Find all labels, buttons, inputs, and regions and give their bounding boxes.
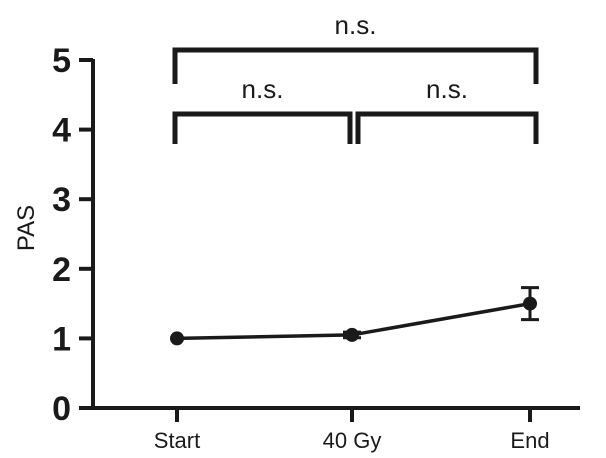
significance-bracket (172, 47, 539, 84)
y-tick-label: 1 (52, 320, 71, 358)
x-tick-label: Start (154, 428, 200, 453)
ticks: 0 1 2 3 4 5 Start 40 Gy End (52, 42, 550, 453)
y-axis-label: PAS (13, 205, 40, 251)
data-series (170, 286, 539, 346)
significance-bracket (172, 111, 353, 144)
data-point (170, 331, 184, 346)
axes (91, 59, 580, 410)
significance-label: n.s. (335, 10, 377, 40)
significance-bracket (355, 111, 539, 144)
significance-label: n.s. (426, 74, 468, 104)
significance-label: n.s. (242, 74, 284, 104)
y-tick-label: 5 (52, 42, 71, 80)
y-tick-label: 2 (52, 251, 71, 289)
data-point (523, 296, 537, 311)
significance-brackets: n.s. n.s. n.s. (172, 10, 539, 144)
y-tick-label: 3 (52, 181, 71, 219)
x-tick-label: 40 Gy (323, 428, 382, 453)
y-tick-label: 0 (52, 390, 71, 428)
data-point (345, 327, 359, 342)
y-tick-label: 4 (52, 112, 71, 150)
x-tick-label: End (510, 428, 549, 453)
